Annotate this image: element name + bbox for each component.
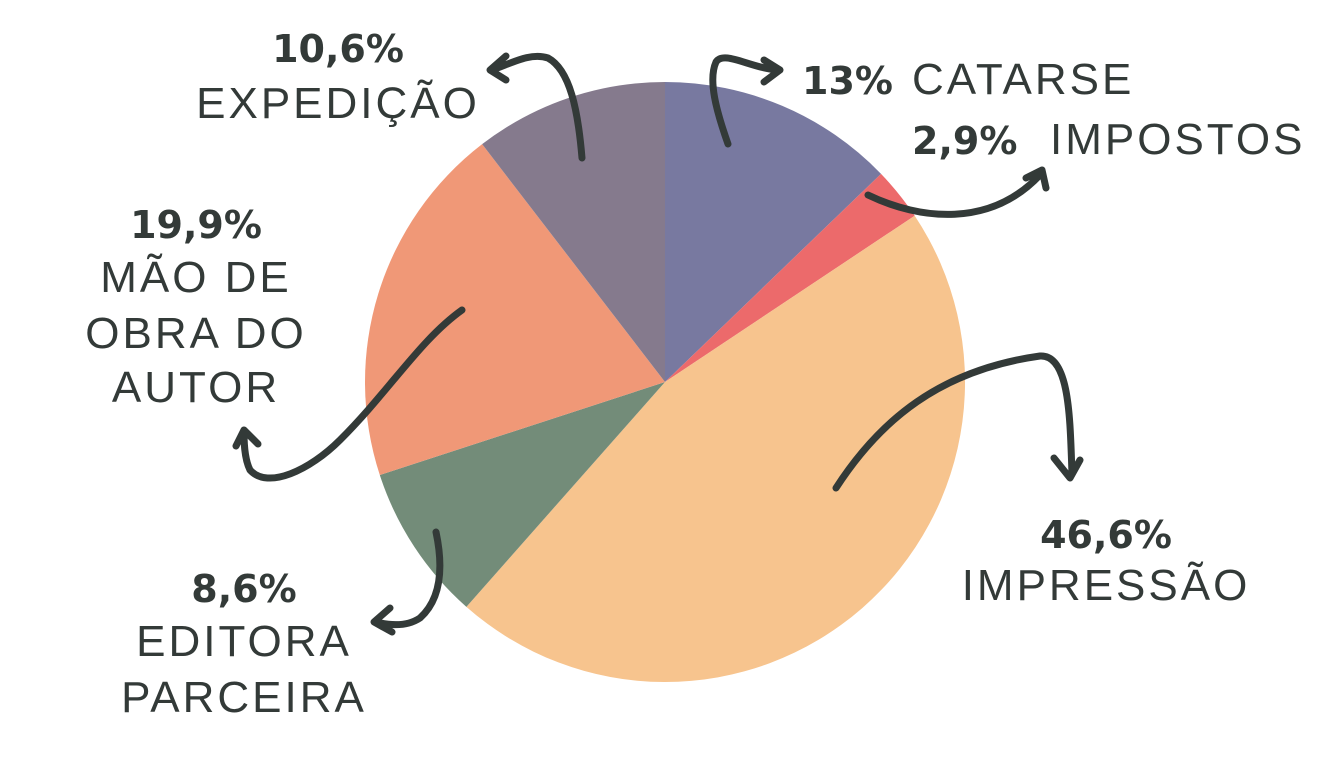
label-impressao: IMPRESSÃO	[962, 560, 1251, 610]
pct-label-impostos: 2,9%	[912, 119, 1017, 163]
pie-slice-expedi-o	[482, 82, 665, 382]
label-catarse: CATARSE	[912, 55, 1134, 104]
pct-label-editora: 8,6%	[191, 567, 296, 611]
arrow-impostos	[864, 166, 1050, 218]
arrow-expedicao	[486, 52, 586, 162]
pie-slice-editora-parceira	[379, 382, 665, 607]
connector-arrows	[232, 52, 1084, 636]
arrow-catarse	[709, 54, 784, 148]
label-mao-de-obra-line3: AUTOR	[112, 363, 280, 412]
arrow-mao-de-obra	[232, 306, 466, 482]
slice-labels: 13% CATARSE 2,9% IMPOSTOS 46,6% IMPRESSÃ…	[85, 27, 1305, 722]
pct-label-expedicao: 10,6%	[272, 27, 404, 71]
pct-label-mao-de-obra: 19,9%	[130, 203, 262, 247]
label-expedicao: EXPEDIÇÃO	[196, 78, 480, 128]
pie-slice-impress-o	[466, 215, 966, 683]
label-mao-de-obra-line2: OBRA DO	[85, 309, 307, 358]
label-impostos: IMPOSTOS	[1050, 115, 1305, 164]
label-editora-line2: PARCEIRA	[121, 673, 367, 722]
label-mao-de-obra-line1: MÃO DE	[100, 252, 292, 302]
pie-slice-impostos	[665, 173, 915, 382]
arrow-editora	[370, 528, 444, 636]
pie-slice-m-o-de-obra-do-autor	[365, 144, 665, 476]
label-editora-line1: EDITORA	[136, 617, 352, 666]
pct-label-impressao: 46,6%	[1040, 513, 1172, 557]
pie-slice-catarse	[665, 82, 882, 382]
pie-slices	[365, 82, 966, 683]
arrow-impressao	[832, 352, 1084, 492]
pct-label-catarse: 13%	[802, 59, 893, 103]
